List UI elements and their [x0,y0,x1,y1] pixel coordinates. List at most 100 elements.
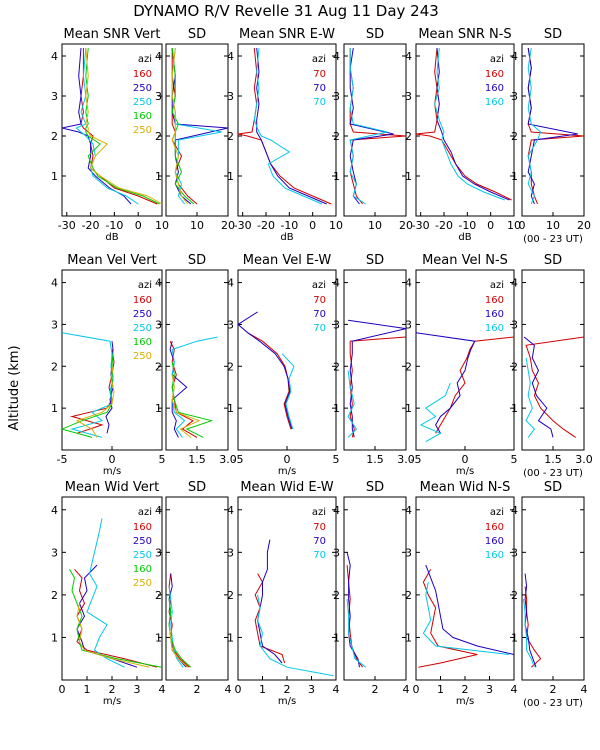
x-tick-label: 1.5 [188,453,206,466]
panel-snr-ns: Mean SNR N-S 1 2 3 4 -30 -20 -10 0 10 dB azi 160 160 1… [405,27,521,243]
panel-title: Mean Wid Vert [65,480,159,495]
series-line-250 [169,341,188,438]
y-tick-label: 2 [51,360,58,373]
series-line-160 [422,582,510,655]
y-tick-label: 3 [405,546,412,559]
x-tick-label: 10 [368,219,382,232]
panel-title: Mean Vel N-S [422,253,508,268]
y-tick-label: 3 [51,546,58,559]
x-axis-label: m/s [456,466,474,477]
legend-entry: 160 [485,69,504,80]
series-line-70 [346,599,367,668]
x-tick-label: -20 [257,219,275,232]
y-tick-label: 3 [51,318,58,331]
panel-snr-ns-sd: SD 1 2 3 4 0 10 20 (00 - 23 UT) [511,27,591,245]
y-tick-label: 1 [511,631,518,644]
panel-title: Mean Vel Vert [67,253,157,268]
x-tick-label: -30 [58,219,76,232]
y-tick-label: 3 [333,90,340,103]
y-tick-label: 4 [227,504,234,517]
x-tick-label: 2 [109,683,116,696]
x-tick-label: -20 [435,219,453,232]
series-line-160 [525,336,585,438]
legend-header: azi [312,507,326,518]
panel-vel-ew-sd: SD 1 2 3 4 1.5 3.0 [333,253,415,466]
y-tick-label: 2 [333,589,340,602]
series-line-250 [61,47,132,205]
y-tick-label: 2 [227,360,234,373]
x-tick-label: 3 [486,683,493,696]
panel-title: Mean SNR E-W [239,27,335,42]
x-axis-label: dB [458,232,471,243]
series-line-70 [237,47,332,205]
legend-header: azi [138,280,152,291]
y-tick-label: 2 [51,130,58,143]
panel-wid-vert-sd: SD 1 2 3 4 2 4 [155,480,232,696]
x-axis-label: m/s [103,466,121,477]
y-tick-label: 4 [333,50,340,63]
y-tick-label: 3 [511,318,518,331]
x-tick-label: 20 [399,219,413,232]
y-tick-label: 3 [333,318,340,331]
x-tick-label: 1 [437,683,444,696]
legend-entry: 160 [133,337,152,348]
y-tick-label: 1 [227,170,234,183]
series-line-70 [257,594,334,677]
legend-header: azi [312,280,326,291]
y-tick-label: 4 [227,277,234,290]
panel-title: SD [188,27,206,42]
x-tick-label: 10 [155,219,169,232]
x-tick-label: 1 [259,683,266,696]
series-line-160 [527,47,578,205]
legend-header: azi [490,507,504,518]
series-line-250 [171,374,201,438]
y-tick-label: 2 [155,360,162,373]
legend-entry: 70 [313,309,326,320]
y-tick-label: 1 [227,402,234,415]
legend-entry: 160 [485,536,504,547]
y-tick-label: 1 [405,631,412,644]
panel-wid-vert: Mean Wid Vert 1 2 3 4 0 1 2 3 4 m/s azi 160 250 250 160… [51,480,166,707]
y-tick-label: 2 [155,130,162,143]
x-tick-label: 3.0 [397,453,415,466]
x-tick-label: 3.0 [219,453,237,466]
y-tick-label: 4 [511,277,518,290]
x-tick-label: 3.0 [575,453,593,466]
series-line-70 [346,565,364,668]
series-line-250 [75,366,115,438]
x-tick-label: 10 [507,219,521,232]
y-tick-label: 3 [405,318,412,331]
series-line-250 [76,564,138,668]
legend-entry: 160 [485,323,504,334]
x-axis-label: dB [280,232,293,243]
x-tick-label: 0 [59,683,66,696]
panel-vel-ns-sd: SD 1 2 3 4 1.5 3.0 (00 - 23 UT) [511,253,593,479]
y-tick-label: 4 [155,504,162,517]
time-range-note: (00 - 23 UT) [523,468,583,479]
x-tick-label: 3 [134,683,141,696]
panel-title: SD [366,27,384,42]
legend-entry: 70 [313,323,326,334]
series-line-160 [434,47,505,201]
x-tick-label: 20 [577,219,591,232]
y-tick-label: 4 [405,277,412,290]
series-line-250 [171,47,229,205]
y-tick-label: 4 [51,50,58,63]
y-tick-label: 1 [333,402,340,415]
series-line-250 [86,518,125,668]
y-tick-label: 3 [51,90,58,103]
panel-title: Mean SNR Vert [63,27,160,42]
y-tick-label: 1 [51,170,58,183]
y-tick-label: 4 [155,50,162,63]
series-line-160 [415,47,512,201]
panel-vel-ew: Mean Vel E-W 1 2 3 4 -5 0 5 m/s azi 70 70 70 [227,253,340,477]
x-tick-label: 0 [413,683,420,696]
legend-entry: 160 [485,83,504,94]
panel-vel-ns: Mean Vel N-S 1 2 3 4 -5 0 5 m/s azi 160 160 160 [405,253,518,477]
legend-header: azi [138,507,152,518]
series-line-70 [257,539,283,664]
y-tick-label: 2 [227,130,234,143]
x-tick-label: 1.5 [544,453,562,466]
series-line-70 [349,47,394,205]
y-tick-label: 1 [511,170,518,183]
